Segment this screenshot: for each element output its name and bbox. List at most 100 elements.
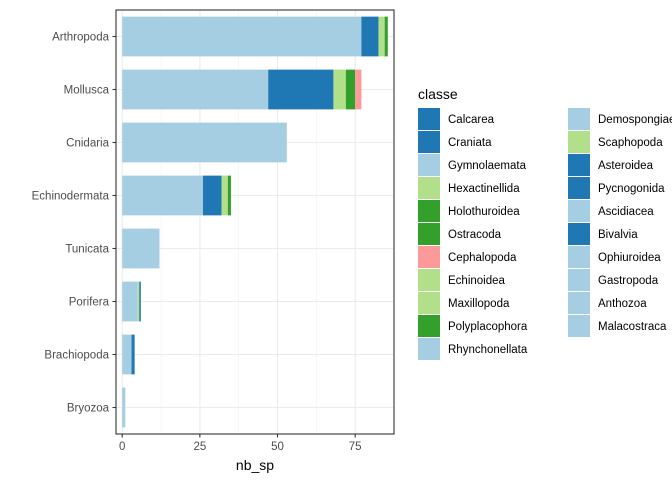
legend-item: Echinoidea (418, 269, 506, 291)
bar-segment-ostracoda (384, 16, 388, 57)
legend-item: Demospongiae (568, 108, 672, 130)
legend-swatch (418, 269, 440, 291)
legend-swatch (418, 223, 440, 245)
legend-item: Malacostraca (568, 315, 667, 337)
legend-item: Hexactinellida (418, 177, 520, 199)
legend-swatch (568, 246, 590, 268)
legend-label: Malacostraca (598, 321, 667, 333)
legend-swatch (418, 131, 440, 153)
bar-porifera (122, 281, 141, 322)
legend-item: Polyplacophora (418, 315, 528, 337)
legend-label: Ascidiacea (598, 206, 654, 218)
legend-label: Scaphopoda (598, 137, 663, 149)
x-tick-label: 25 (193, 441, 206, 453)
x-tick-label: 50 (271, 441, 284, 453)
legend-item: Scaphopoda (568, 131, 663, 153)
bar-segment-polyplacophora (345, 69, 356, 110)
x-tick-label: 0 (119, 441, 125, 453)
legend-item: Ophiuroidea (568, 246, 661, 268)
panel-border (115, 9, 395, 435)
legend-item: Ostracoda (418, 223, 502, 245)
y-tick-label: Arthropoda (52, 32, 110, 44)
legend-swatch (418, 246, 440, 268)
legend-item: Craniata (418, 131, 492, 153)
y-tick-label: Porifera (69, 297, 110, 309)
legend-swatch (418, 108, 440, 130)
legend-label: Gymnolaemata (448, 160, 527, 172)
x-axis: 0 25 50 75 (119, 434, 362, 453)
legend-label: Maxillopoda (448, 298, 510, 310)
y-tick-label: Echinodermata (32, 191, 110, 203)
legend-swatch (568, 131, 590, 153)
legend-swatch (568, 315, 590, 337)
y-tick-label: Mollusca (64, 85, 110, 97)
legend-item: Asteroidea (568, 154, 654, 176)
legend-label: Gastropoda (598, 275, 659, 287)
legend-label: Hexactinellida (448, 183, 520, 195)
x-axis-title: nb_sp (236, 457, 274, 473)
legend-swatch (568, 154, 590, 176)
y-tick-label: Brachiopoda (44, 350, 109, 362)
legend-item: Ascidiacea (568, 200, 654, 222)
legend-item: Gastropoda (568, 269, 659, 291)
bar-segment-cephalopoda (355, 69, 362, 110)
legend-item: Cephalopoda (418, 246, 517, 268)
bar-bryozoa (122, 387, 126, 428)
bar-segment-scaphopoda (333, 69, 346, 110)
legend-label: Demospongiae (598, 114, 672, 126)
legend-label: Pycnogonida (598, 183, 665, 195)
y-tick-label: Bryozoa (67, 403, 110, 415)
y-tick-label: Tunicata (65, 244, 109, 256)
bar-segment-gymnolaemata (122, 387, 126, 428)
bar-tunicata (122, 228, 160, 269)
bar-segment-calcarea (139, 281, 141, 322)
legend-item: Gymnolaemata (418, 154, 527, 176)
legend-label: Craniata (448, 137, 492, 149)
legend-swatch (418, 177, 440, 199)
bar-segment-gastropoda (122, 69, 269, 110)
legend-swatch (418, 292, 440, 314)
legend-item: Rhynchonellata (418, 338, 528, 360)
bar-segment-ascidiacea (122, 228, 160, 269)
legend-item: Pycnogonida (568, 177, 665, 199)
bar-segment-pycnogonida (361, 16, 379, 57)
legend-label: Ophiuroidea (598, 252, 661, 264)
legend-swatch (418, 338, 440, 360)
legend-swatch (418, 154, 440, 176)
legend-items: Calcarea Craniata Gymnolaemata Hexactinelli… (418, 108, 672, 360)
bar-segment-craniata (131, 334, 135, 375)
bar-segment-holothuroidea (227, 175, 231, 216)
bar-segment-ophiuroidea (122, 175, 203, 216)
legend-label: Holothuroidea (448, 206, 520, 218)
legend-title: classe (418, 86, 458, 102)
legend-label: Calcarea (448, 114, 495, 126)
legend-swatch (568, 177, 590, 199)
bar-segment-rhynchonellata (122, 334, 132, 375)
bar-arthropoda (122, 16, 388, 57)
legend-swatch (568, 108, 590, 130)
legend-item: Holothuroidea (418, 200, 520, 222)
bar-segment-bivalvia (268, 69, 334, 110)
legend-swatch (568, 223, 590, 245)
legend-swatch (568, 269, 590, 291)
x-tick-label: 75 (349, 441, 362, 453)
bar-echinodermata (122, 175, 231, 216)
legend-label: Echinoidea (448, 275, 506, 287)
bar-segment-demospongiae (122, 281, 138, 322)
legend-label: Ostracoda (448, 229, 502, 241)
legend-item: Bivalvia (568, 223, 638, 245)
bars-layer (122, 16, 388, 428)
legend-label: Anthozoa (598, 298, 647, 310)
legend-swatch (418, 315, 440, 337)
legend-label: Bivalvia (598, 229, 638, 241)
bar-brachiopoda (122, 334, 135, 375)
legend-label: Asteroidea (598, 160, 654, 172)
legend-label: Cephalopoda (448, 252, 517, 264)
y-axis: Arthropoda Mollusca Cnidaria Echinodermata T… (32, 32, 116, 415)
bar-segment-echinoidea (221, 175, 228, 216)
bar-mollusca (122, 69, 362, 110)
legend-item: Calcarea (418, 108, 495, 130)
bar-cnidaria (122, 122, 287, 163)
bar-segment-malacostraca (122, 16, 362, 57)
